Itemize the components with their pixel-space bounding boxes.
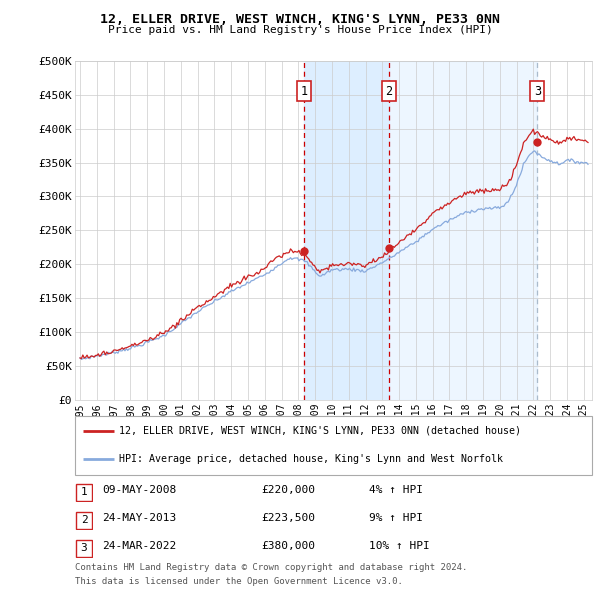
Text: 1: 1 bbox=[80, 487, 88, 497]
FancyBboxPatch shape bbox=[76, 512, 92, 529]
Text: £223,500: £223,500 bbox=[261, 513, 315, 523]
Text: Contains HM Land Registry data © Crown copyright and database right 2024.: Contains HM Land Registry data © Crown c… bbox=[75, 563, 467, 572]
Text: 24-MAR-2022: 24-MAR-2022 bbox=[102, 541, 176, 551]
FancyBboxPatch shape bbox=[76, 484, 92, 501]
Text: £380,000: £380,000 bbox=[261, 541, 315, 551]
Bar bbox=[389, 61, 537, 400]
FancyBboxPatch shape bbox=[75, 416, 592, 475]
Text: 09-MAY-2008: 09-MAY-2008 bbox=[102, 485, 176, 495]
Text: £220,000: £220,000 bbox=[261, 485, 315, 495]
Text: 12, ELLER DRIVE, WEST WINCH, KING'S LYNN, PE33 0NN: 12, ELLER DRIVE, WEST WINCH, KING'S LYNN… bbox=[100, 13, 500, 26]
Text: 9% ↑ HPI: 9% ↑ HPI bbox=[369, 513, 423, 523]
Text: 2: 2 bbox=[385, 85, 392, 98]
Text: Price paid vs. HM Land Registry's House Price Index (HPI): Price paid vs. HM Land Registry's House … bbox=[107, 25, 493, 35]
Text: 24-MAY-2013: 24-MAY-2013 bbox=[102, 513, 176, 523]
Text: 10% ↑ HPI: 10% ↑ HPI bbox=[369, 541, 430, 551]
Text: 12, ELLER DRIVE, WEST WINCH, KING'S LYNN, PE33 0NN (detached house): 12, ELLER DRIVE, WEST WINCH, KING'S LYNN… bbox=[119, 426, 521, 435]
Text: 1: 1 bbox=[301, 85, 308, 98]
Text: 2: 2 bbox=[80, 515, 88, 525]
Bar bbox=[304, 61, 389, 400]
Text: HPI: Average price, detached house, King's Lynn and West Norfolk: HPI: Average price, detached house, King… bbox=[119, 454, 503, 464]
Text: This data is licensed under the Open Government Licence v3.0.: This data is licensed under the Open Gov… bbox=[75, 578, 403, 586]
Text: 4% ↑ HPI: 4% ↑ HPI bbox=[369, 485, 423, 495]
Text: 3: 3 bbox=[80, 543, 88, 553]
Text: 3: 3 bbox=[533, 85, 541, 98]
FancyBboxPatch shape bbox=[76, 540, 92, 557]
